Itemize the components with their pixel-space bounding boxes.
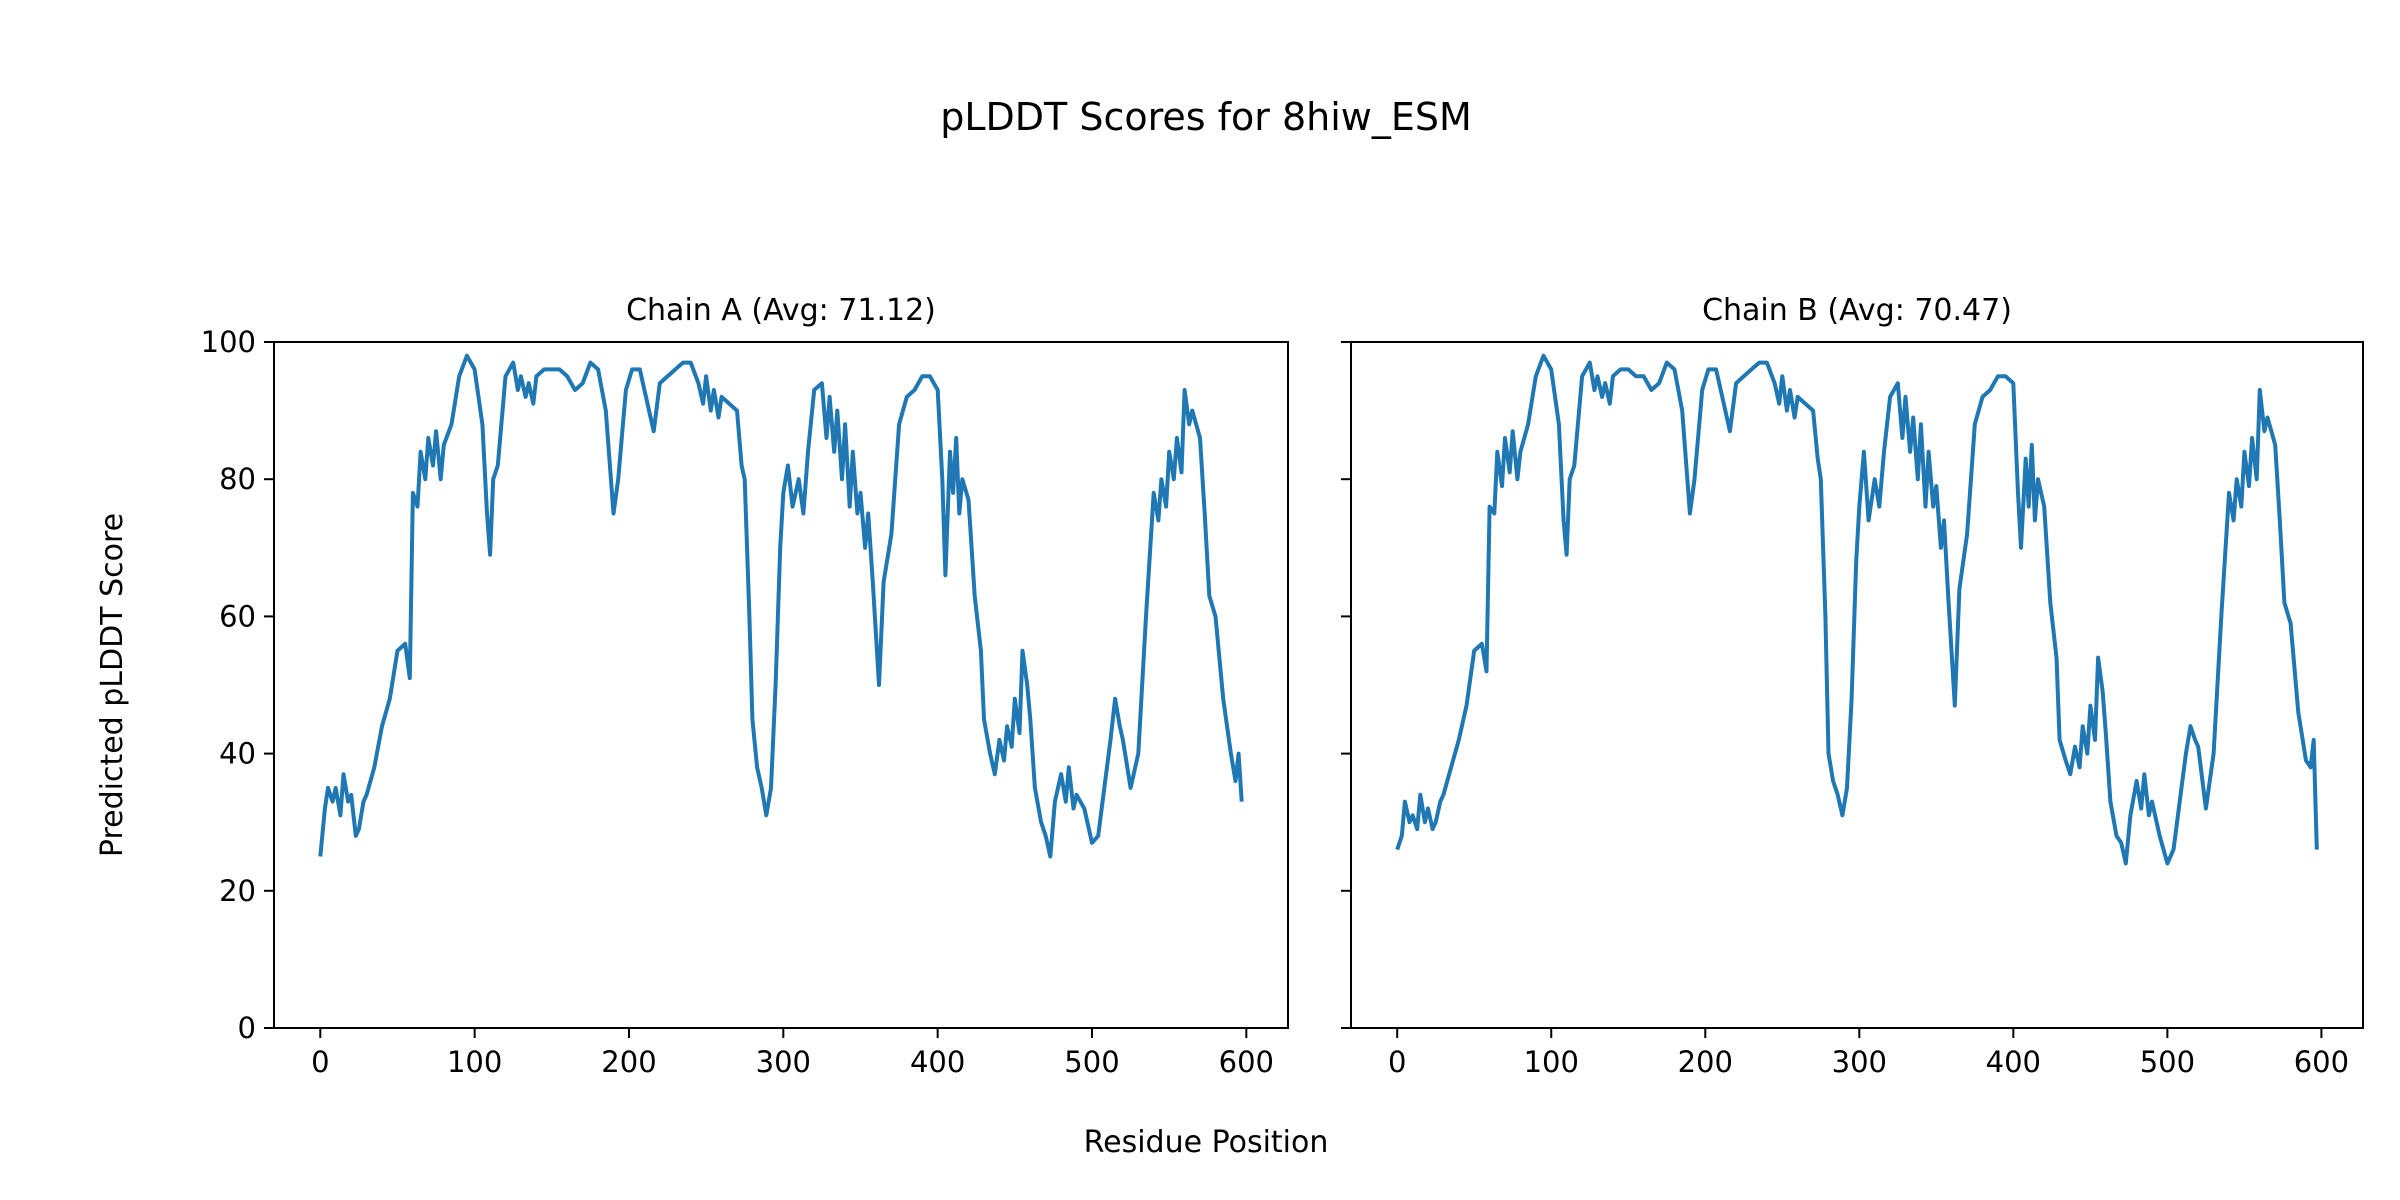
x-tick-label: 300	[756, 1045, 811, 1079]
x-tick: 0	[1388, 1028, 1406, 1079]
x-tick-label: 200	[1678, 1045, 1733, 1079]
chain-panel-b: Chain B (Avg: 70.47) 0 100 200 300 400 500 600	[1341, 293, 2364, 1079]
y-axis-label: Predicted pLDDT Score	[95, 513, 130, 857]
x-tick-label: 600	[1219, 1045, 1274, 1079]
x-tick: 300	[756, 1028, 811, 1079]
x-tick-label: 300	[1832, 1045, 1887, 1079]
y-tick-label: 40	[219, 737, 256, 771]
axes-frame	[273, 341, 1289, 1029]
x-tick: 500	[1064, 1028, 1120, 1079]
x-tick-label: 500	[1064, 1045, 1119, 1079]
x-tick-label: 0	[1388, 1045, 1406, 1079]
x-axis-label: Residue Position	[1084, 1125, 1329, 1160]
x-tick: 100	[447, 1028, 502, 1079]
x-tick-label: 500	[2140, 1045, 2195, 1079]
plddt-line	[1395, 353, 2319, 866]
x-tick: 0	[311, 1028, 330, 1079]
x-tick: 600	[1219, 1028, 1274, 1079]
y-tick-label: 20	[219, 874, 256, 908]
figure-title: pLDDT Scores for 8hiw_ESM	[940, 95, 1472, 139]
x-tick: 200	[601, 1028, 657, 1079]
x-tick: 100	[1524, 1028, 1579, 1079]
x-tick-label: 100	[1524, 1045, 1579, 1079]
y-tick: 0	[238, 1011, 274, 1045]
x-tick: 500	[2140, 1028, 2195, 1079]
y-tick: 60	[219, 599, 274, 633]
x-tick-label: 600	[2294, 1045, 2349, 1079]
x-tick-label: 200	[601, 1045, 656, 1079]
y-tick-label: 80	[219, 462, 256, 496]
x-tick: 300	[1832, 1028, 1887, 1079]
x-tick-label: 0	[311, 1045, 329, 1079]
y-tick: 80	[219, 462, 274, 496]
panel-title: Chain A (Avg: 71.12)	[626, 293, 936, 328]
x-tick-label: 400	[910, 1045, 965, 1079]
x-tick: 400	[910, 1028, 965, 1079]
y-tick-label: 0	[238, 1011, 256, 1045]
y-tick: 20	[219, 874, 274, 908]
panel-title: Chain B (Avg: 70.47)	[1702, 293, 2012, 328]
y-tick-label: 60	[219, 599, 256, 633]
x-tick-label: 100	[447, 1045, 502, 1079]
x-tick: 600	[2294, 1028, 2349, 1079]
x-tick-label: 400	[1986, 1045, 2041, 1079]
chain-panel-a: Chain A (Avg: 71.12) 0 100 200 300 400 500 600 0…	[201, 293, 1289, 1079]
y-tick: 100	[201, 325, 274, 359]
axes-frame	[1350, 341, 2364, 1029]
x-tick: 200	[1678, 1028, 1733, 1079]
y-tick: 40	[219, 737, 274, 771]
y-tick-label: 100	[201, 325, 256, 359]
x-tick: 400	[1986, 1028, 2041, 1079]
plddt-line	[318, 353, 1244, 859]
